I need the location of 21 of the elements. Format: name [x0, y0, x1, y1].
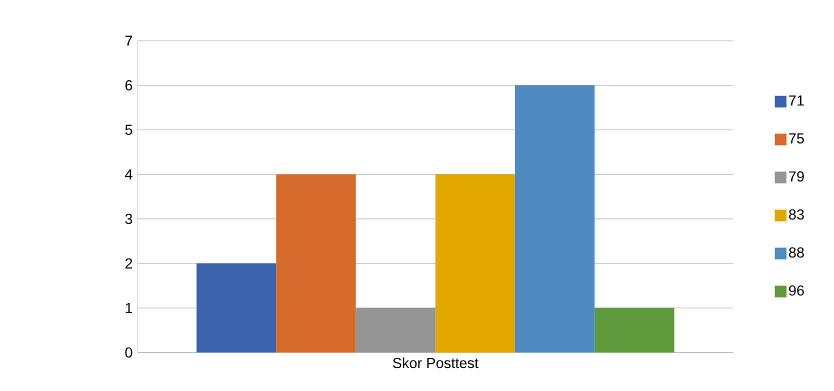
bar [435, 174, 516, 352]
legend-label: 88 [789, 247, 804, 258]
bar [594, 308, 674, 352]
legend-label: 71 [789, 95, 804, 106]
y-tick-label: 3 [125, 214, 132, 224]
bar [276, 174, 356, 352]
y-tick-label: 5 [125, 124, 132, 135]
y-tick-label: 7 [125, 36, 132, 46]
bar [356, 308, 436, 352]
legend-label: 75 [789, 133, 804, 144]
y-tick-label: 2 [125, 258, 132, 268]
legend-label: 96 [789, 285, 804, 296]
y-tick-label: 6 [125, 80, 132, 90]
legend-label: 83 [789, 209, 804, 220]
bar [196, 263, 276, 352]
y-tick-label: 0 [125, 347, 132, 358]
x-tick-label: Skor Posttest [392, 357, 478, 368]
y-tick-label: 1 [126, 302, 132, 313]
y-tick-label: 4 [125, 169, 132, 180]
bar [515, 85, 595, 352]
legend-label: 79 [789, 171, 804, 182]
